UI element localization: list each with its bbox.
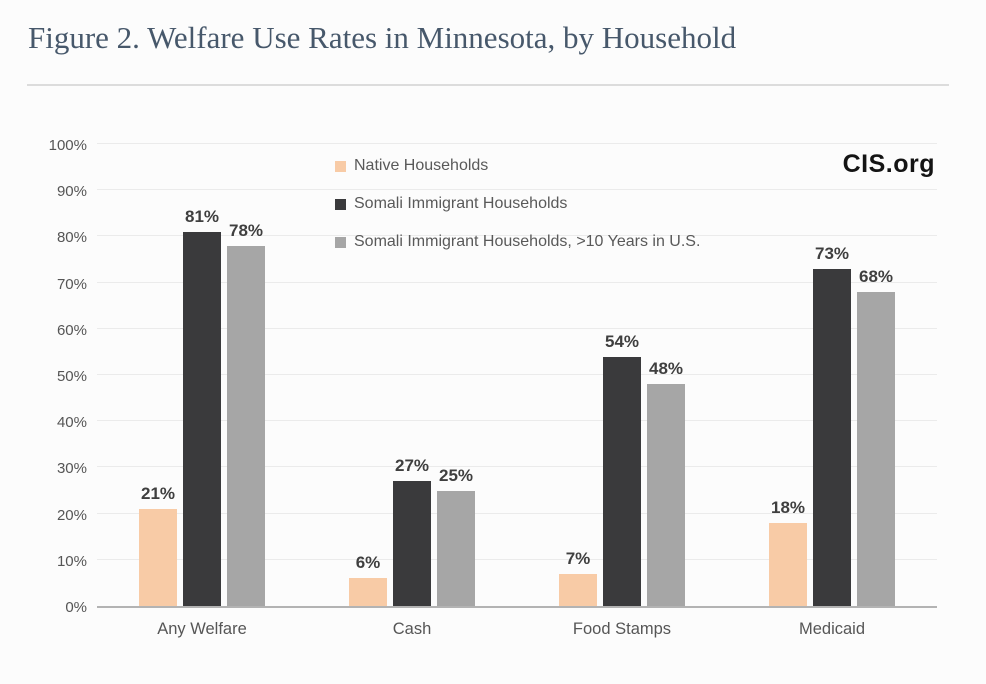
gridline-80 <box>97 235 937 237</box>
category-label-cash: Cash <box>392 620 432 638</box>
category-label-medicaid: Medicaid <box>798 620 866 638</box>
gridline-10 <box>97 558 937 560</box>
y-tick-label-50: 50% <box>56 368 87 385</box>
bar-value-label-food-stamps-native-households: 7% <box>565 548 591 568</box>
y-tick-label-40: 40% <box>56 414 87 432</box>
figure-title: Figure 2. Welfare Use Rates in Minnesota… <box>28 20 737 55</box>
category-label-food-stamps: Food Stamps <box>572 620 672 638</box>
y-tick-label-100: 100% <box>48 137 87 154</box>
bar-medicaid-native-households <box>769 522 807 606</box>
gridline-30 <box>97 466 937 468</box>
legend-item-somali-immigrant-households-10-years-in-u-s: Somali Immigrant Households, >10 Years i… <box>335 232 700 252</box>
gridline-90 <box>97 189 937 191</box>
y-tick-label-90: 90% <box>56 183 87 201</box>
gridline-60 <box>97 327 937 329</box>
gridline-100 <box>97 143 937 144</box>
y-tick-label-60: 60% <box>56 321 87 339</box>
chart-legend: Native Households Somali Immigrant Househ… <box>335 156 700 270</box>
bar-food-stamps-somali-immigrant-households <box>603 356 641 606</box>
bar-any-welfare-somali-immigrant-households <box>183 231 221 606</box>
y-tick-label-80: 80% <box>56 229 87 247</box>
bar-value-label-cash-somali-immigrant-households-10-years-in-u-s: 25% <box>438 465 474 485</box>
legend-label-somali-immigrant-households-10-years-in-u-s: Somali Immigrant Households, >10 Years i… <box>354 233 701 250</box>
y-tick-label-10: 10% <box>56 552 87 570</box>
bar-value-label-any-welfare-somali-immigrant-households: 81% <box>184 206 220 226</box>
bar-any-welfare-native-households <box>139 508 177 606</box>
bar-medicaid-somali-immigrant-households-10-years-in-u-s <box>857 291 895 606</box>
bar-cash-somali-immigrant-households <box>393 481 431 606</box>
bar-cash-native-households <box>349 578 387 606</box>
bar-value-label-any-welfare-somali-immigrant-households-10-years-in-u-s: 78% <box>228 220 264 240</box>
bar-chart-plot-area: 0% 10% 20% 30% 40% 50% 60% 70% 80% 90% 100% 21% 81%… <box>49 137 937 638</box>
category-label-any-welfare: Any Welfare <box>157 620 247 638</box>
cis-org-watermark: CIS.org <box>842 150 935 178</box>
bar-value-label-medicaid-somali-immigrant-households: 73% <box>814 243 850 263</box>
bar-value-label-medicaid-native-households: 18% <box>770 497 806 517</box>
bar-any-welfare-somali-immigrant-households-10-years-in-u-s <box>227 245 265 606</box>
bar-value-label-cash-somali-immigrant-households: 27% <box>394 456 430 476</box>
gridline-20 <box>97 512 937 514</box>
legend-color-swatch-somali-immigrant-households <box>335 198 346 210</box>
gridline-40 <box>97 420 937 422</box>
title-divider <box>27 84 949 86</box>
bar-cash-somali-immigrant-households-10-years-in-u-s <box>437 490 475 606</box>
bar-value-label-any-welfare-native-households: 21% <box>140 483 176 503</box>
bar-value-label-cash-native-households: 6% <box>355 553 381 573</box>
bar-value-label-medicaid-somali-immigrant-households-10-years-in-u-s: 68% <box>858 266 894 286</box>
bar-food-stamps-somali-immigrant-households-10-years-in-u-s <box>647 384 685 606</box>
legend-item-native-households: Native Households <box>335 156 700 176</box>
bar-value-label-food-stamps-somali-immigrant-households-10-years-in-u-s: 48% <box>648 359 684 379</box>
y-tick-label-0: 0% <box>65 599 87 616</box>
gridline-50 <box>97 374 937 375</box>
legend-label-somali-immigrant-households: Somali Immigrant Households <box>354 195 568 212</box>
y-tick-label-20: 20% <box>56 506 87 524</box>
bar-medicaid-somali-immigrant-households <box>813 268 851 606</box>
bar-food-stamps-native-households <box>559 573 597 606</box>
y-tick-label-30: 30% <box>56 460 87 478</box>
y-tick-label-70: 70% <box>56 275 87 293</box>
legend-label-native-households: Native Households <box>354 157 489 174</box>
gridline-70 <box>97 281 937 283</box>
legend-item-somali-immigrant-households: Somali Immigrant Households <box>335 194 700 214</box>
legend-color-swatch-native-households <box>335 160 346 172</box>
legend-color-swatch-somali-immigrant-households-10-years-in-u-s <box>335 236 346 248</box>
bar-value-label-food-stamps-somali-immigrant-households: 54% <box>604 331 640 351</box>
